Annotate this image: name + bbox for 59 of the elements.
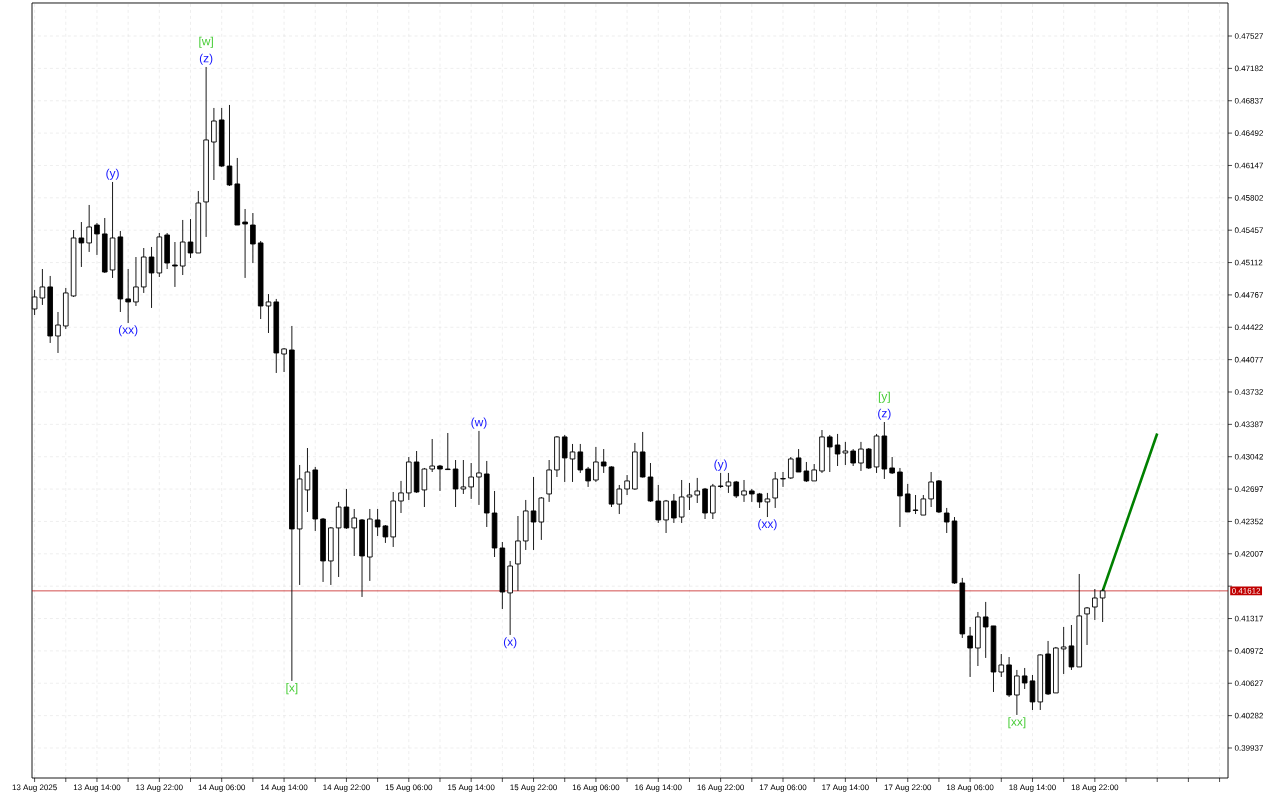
candlestick [429, 438, 435, 473]
candlestick [86, 204, 92, 253]
candlestick [593, 446, 599, 483]
candlestick [616, 484, 623, 515]
candlestick [1099, 588, 1106, 623]
candlestick [858, 441, 864, 472]
annotation: (z) [878, 408, 891, 420]
candlestick [437, 464, 443, 492]
candlestick [444, 432, 451, 471]
candlestick [624, 474, 630, 496]
annotation: (xx) [758, 519, 777, 531]
annotation: (xx) [118, 325, 138, 337]
candlestick [351, 508, 358, 557]
candlestick [242, 208, 248, 279]
candlestick [281, 347, 287, 373]
candlestick [694, 477, 701, 504]
candlestick [889, 456, 895, 475]
candlestick [788, 456, 794, 480]
candlestick [226, 104, 233, 187]
candlestick [1014, 669, 1020, 716]
candlestick [172, 241, 178, 288]
candlestick [982, 601, 989, 659]
candlestick [211, 107, 217, 181]
annotation: [x] [286, 683, 298, 695]
candlestick [928, 471, 934, 508]
annotation: (z) [199, 53, 213, 65]
candlestick [94, 222, 100, 256]
candlestick [655, 484, 662, 524]
annotation: (y) [106, 168, 119, 180]
candlestick [55, 311, 61, 354]
candlestick [398, 480, 404, 514]
candlestick [585, 466, 591, 488]
candlestick [826, 434, 833, 473]
candlestick [133, 256, 139, 307]
candlestick [561, 434, 568, 483]
annotation: (w) [471, 417, 487, 429]
candlestick [904, 483, 911, 513]
annotation: [w] [199, 36, 213, 48]
candlestick [671, 493, 677, 524]
candlestick [1092, 588, 1098, 621]
candlestick [943, 507, 950, 534]
candlestick [780, 471, 786, 488]
candlestick [515, 515, 521, 592]
candlestick [741, 479, 747, 503]
candlestick [998, 653, 1005, 678]
candlestick [476, 430, 482, 506]
annotation: [xx] [1008, 717, 1026, 729]
candlestick [600, 448, 607, 474]
candlestick [967, 626, 973, 678]
annotation: (y) [714, 459, 727, 471]
candlestick [772, 471, 778, 509]
annotation: [y] [878, 391, 890, 403]
candlestick [663, 499, 669, 534]
candlestick [250, 212, 256, 264]
candlestick [897, 467, 903, 528]
candlestick [1084, 606, 1090, 646]
candlestick [468, 462, 474, 500]
annotation: (x) [503, 637, 517, 649]
candlestick [125, 268, 131, 324]
